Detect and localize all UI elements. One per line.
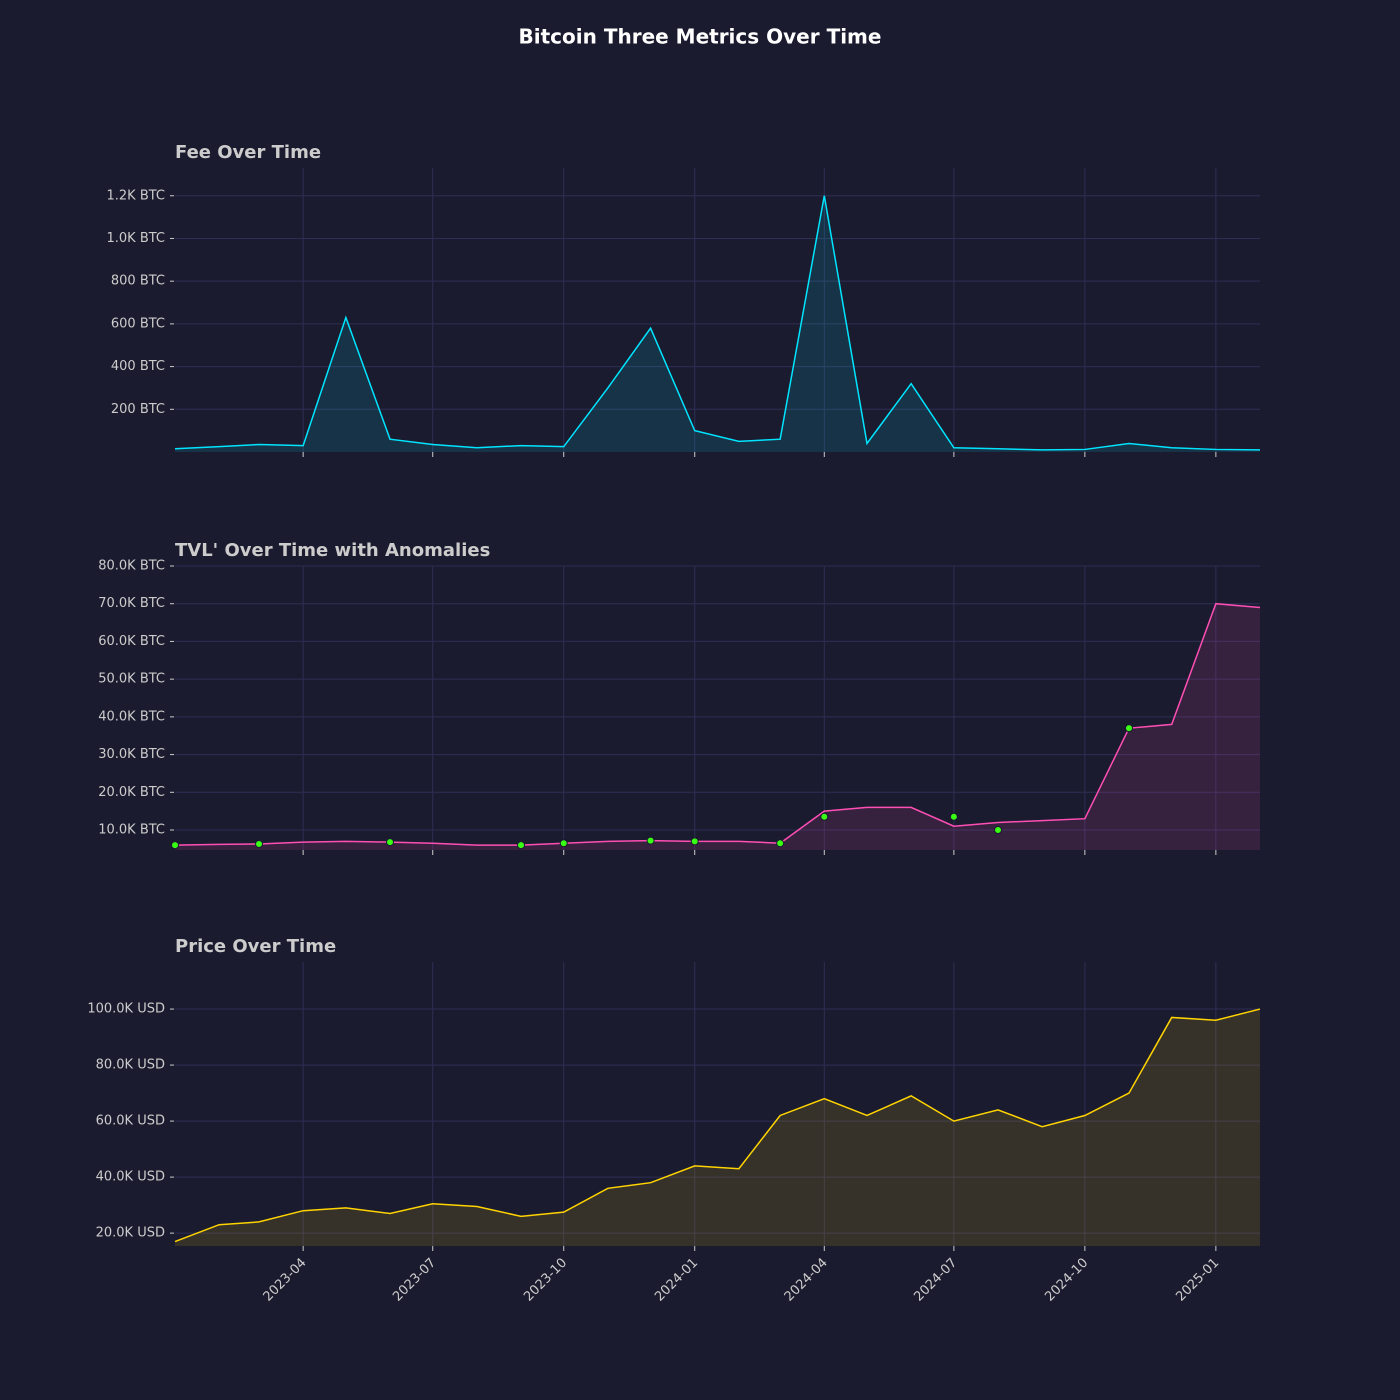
y-tick-label: 70.0K BTC	[98, 596, 165, 611]
anomaly-point	[171, 841, 179, 850]
y-tick-label: 1.2K BTC	[106, 188, 165, 203]
line	[174, 1008, 1261, 1243]
anomaly-point	[255, 839, 264, 848]
anomaly-point	[820, 812, 829, 821]
line	[174, 195, 1261, 451]
anomaly-point	[517, 841, 526, 850]
y-tick-label: 30.0K BTC	[98, 747, 165, 762]
anomaly-point	[776, 839, 785, 848]
anomaly-point	[949, 812, 958, 821]
chart-title: Bitcoin Three Metrics Over Time	[519, 25, 882, 49]
y-tick-label: 40.0K USD	[96, 1170, 165, 1185]
y-tick-label: 200 BTC	[111, 402, 165, 417]
anomaly-point	[1125, 724, 1134, 733]
y-tick-label: 600 BTC	[111, 316, 165, 331]
anomaly-point	[690, 837, 699, 846]
y-tick-label: 1.0K BTC	[106, 231, 165, 246]
y-tick-label: 60.0K BTC	[98, 634, 165, 649]
subplot-title: Price Over Time	[175, 936, 336, 957]
y-tick-label: 20.0K BTC	[98, 785, 165, 800]
y-tick-label: 400 BTC	[111, 359, 165, 374]
anomaly-point	[646, 836, 655, 845]
y-tick-label: 50.0K BTC	[98, 672, 165, 687]
y-tick-label: 100.0K USD	[87, 1002, 165, 1017]
y-tick-label: 800 BTC	[111, 274, 165, 289]
area	[175, 1009, 1260, 1246]
y-tick-label: 20.0K USD	[96, 1226, 165, 1241]
y-tick-label: 80.0K USD	[96, 1058, 165, 1073]
subplot-title: TVL' Over Time with Anomalies	[175, 540, 490, 561]
anomaly-point	[386, 838, 395, 847]
area	[175, 603, 1260, 850]
subplot-title: Fee Over Time	[175, 142, 321, 163]
y-tick-label: 40.0K BTC	[98, 709, 165, 724]
line	[174, 602, 1261, 846]
y-tick-label: 80.0K BTC	[98, 559, 165, 574]
y-tick-label: 10.0K BTC	[98, 823, 165, 838]
anomaly-point	[994, 826, 1003, 835]
y-tick-label: 60.0K USD	[96, 1114, 165, 1129]
anomaly-point	[559, 839, 568, 848]
